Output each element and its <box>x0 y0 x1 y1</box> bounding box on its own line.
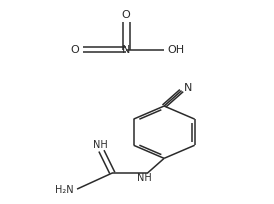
Text: N: N <box>184 83 192 93</box>
Text: O: O <box>70 45 79 55</box>
Text: NH: NH <box>138 173 152 183</box>
Text: OH: OH <box>167 45 184 55</box>
Text: NH: NH <box>93 140 107 150</box>
Text: H₂N: H₂N <box>55 185 73 195</box>
Text: O: O <box>122 10 130 20</box>
Text: N: N <box>122 45 130 55</box>
